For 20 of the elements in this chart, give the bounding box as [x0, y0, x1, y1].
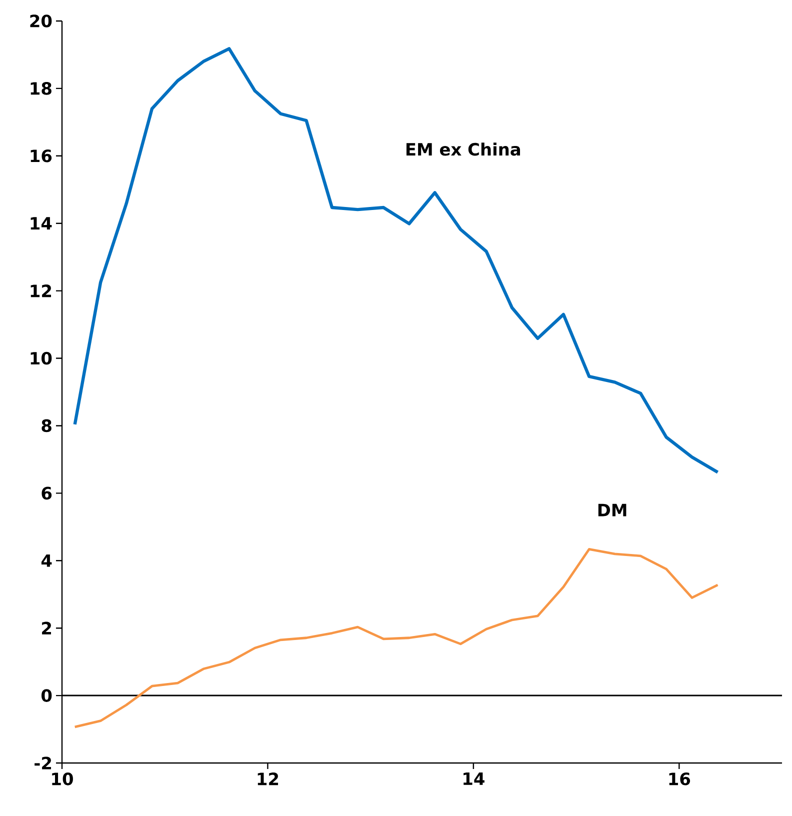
x-tick-label: 12: [258, 772, 278, 786]
x-tick-label: 10: [52, 772, 73, 786]
text: EM ex China: [406, 142, 520, 156]
y-tick-label: 4: [41, 554, 52, 567]
x-tick-label: 14: [464, 772, 484, 785]
line-series: [74, 548, 719, 728]
y-tick-label: 2: [42, 622, 52, 634]
x-tick-label: 16: [669, 772, 690, 786]
line-series: [73, 47, 720, 474]
y-tick-label: 0: [42, 689, 52, 702]
y-tick-label: 20: [30, 14, 52, 28]
y-tick-label: 16: [30, 150, 52, 162]
y-tick-label: -2: [34, 756, 52, 770]
y-tick-label: 12: [30, 284, 52, 298]
y-tick-label: 14: [30, 217, 52, 230]
y-tick-label: 8: [42, 419, 52, 432]
y-tick-label: 6: [42, 486, 52, 500]
text: DM: [598, 504, 626, 516]
y-tick-label: 10: [30, 352, 52, 365]
y-tick-label: 18: [30, 82, 52, 95]
